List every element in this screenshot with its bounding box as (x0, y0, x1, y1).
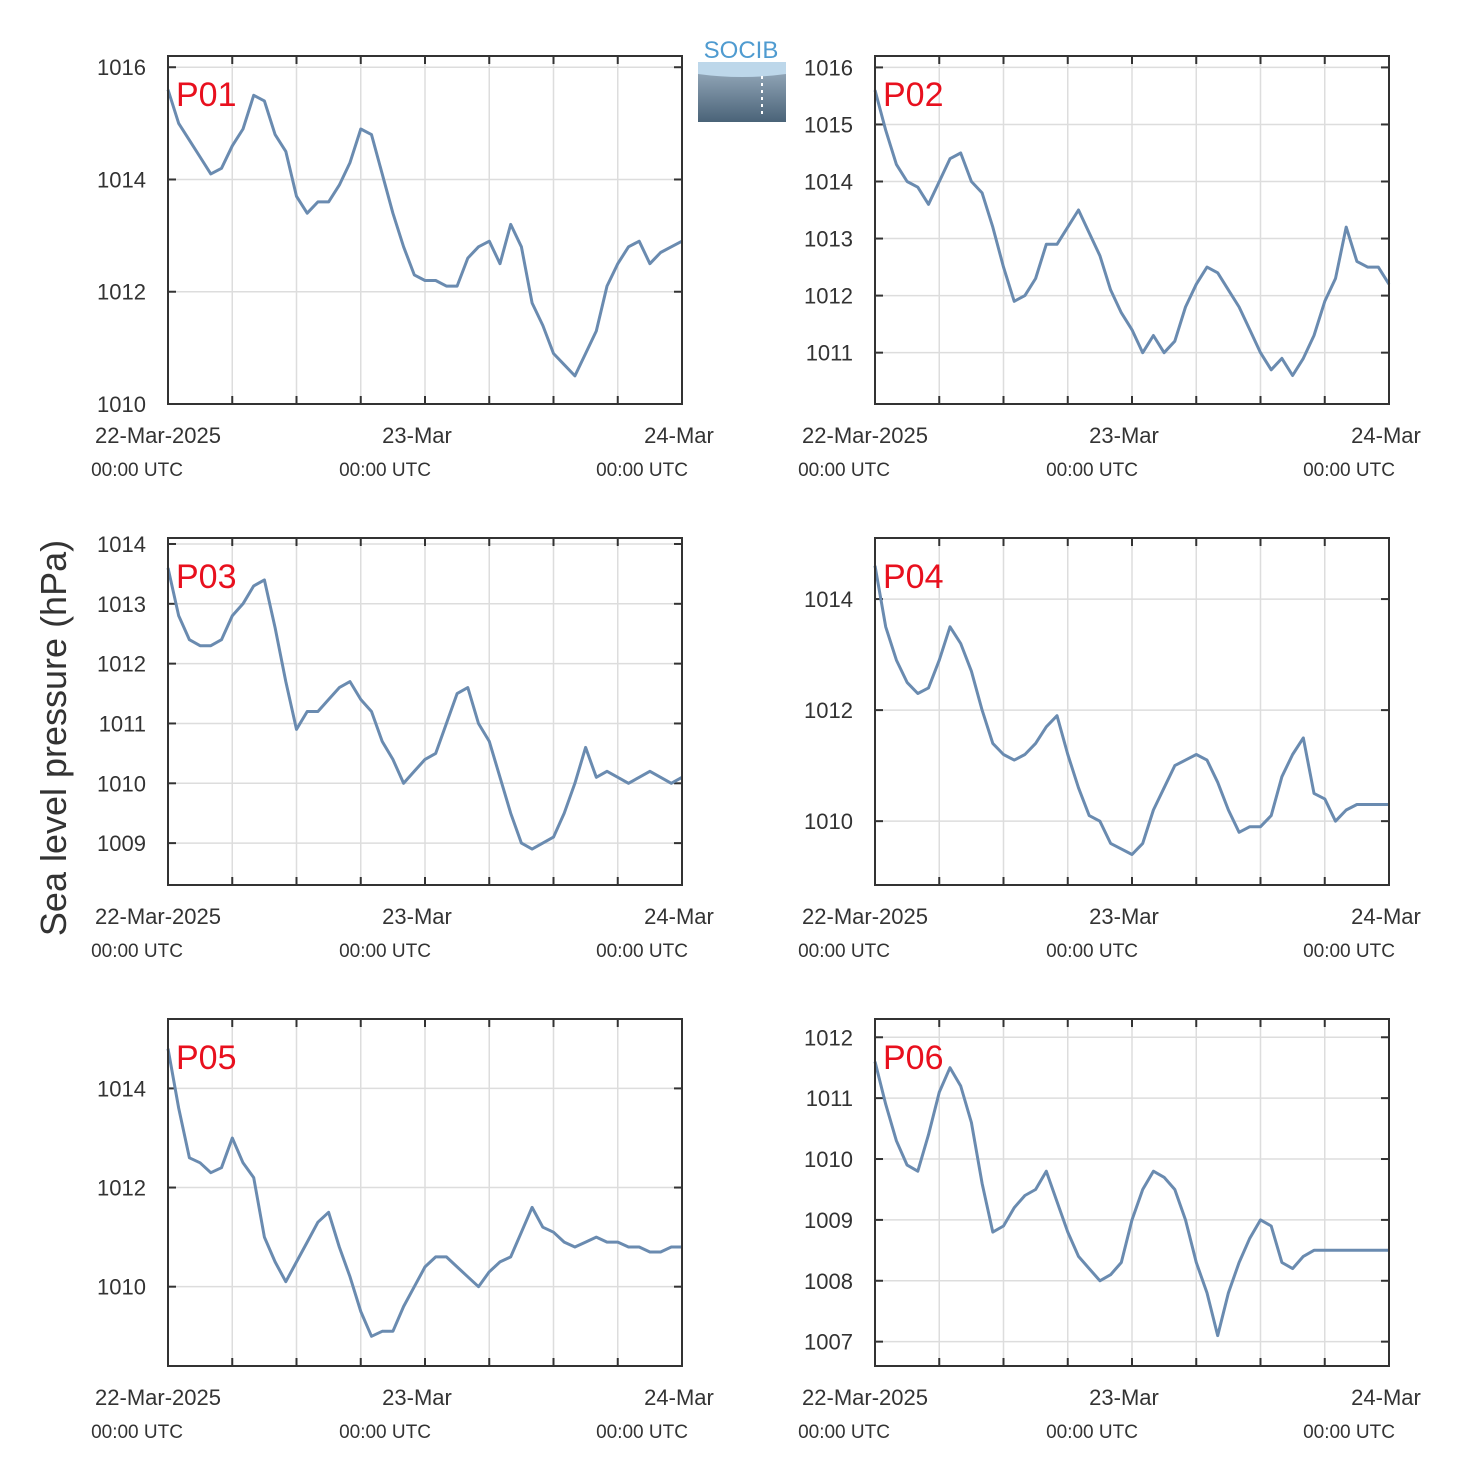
series-line-p06 (873, 1061, 1389, 1338)
x-tick-sublabel: 00:00 UTC (798, 941, 890, 962)
y-tick-label: 1011 (99, 711, 146, 736)
x-tick-sublabel: 00:00 UTC (1046, 1422, 1138, 1443)
y-tick-label: 1011 (806, 1086, 853, 1111)
x-tick-sublabel: 00:00 UTC (1046, 460, 1138, 481)
y-tick-label: 1008 (804, 1269, 853, 1294)
plot-frame (874, 1018, 1390, 1367)
series-line-p05 (166, 1048, 682, 1338)
y-tick-label: 1014 (804, 587, 853, 612)
y-tick-label: 1012 (804, 1025, 853, 1050)
y-tick-label: 1013 (804, 227, 853, 252)
y-tick-label: 1011 (806, 341, 853, 366)
panel-p03: 1009 1010 1011 1012 1013 1014 22-Mar-2025 00:00… (91, 532, 714, 962)
socib-logo: SOCIB (698, 37, 786, 122)
x-tick-label: 23-Mar (382, 423, 452, 448)
x-tick-sublabel: 00:00 UTC (1303, 941, 1395, 962)
x-tick-sublabel: 00:00 UTC (798, 1422, 890, 1443)
series-line-p01 (166, 89, 683, 378)
y-tick-label: 1009 (804, 1208, 853, 1233)
x-tick-label: 23-Mar (1089, 1385, 1159, 1410)
x-tick-label: 22-Mar-2025 (802, 423, 928, 448)
y-tick-label: 1010 (97, 1275, 146, 1300)
x-tick-sublabel: 00:00 UTC (1046, 941, 1138, 962)
y-tick-label: 1012 (97, 280, 146, 305)
panel-label: P05 (176, 1039, 237, 1077)
x-tick-label: 23-Mar (382, 904, 452, 929)
plot-frame (167, 55, 683, 405)
x-tick-sublabel: 00:00 UTC (91, 1422, 183, 1443)
series-line-p02 (873, 89, 1391, 377)
y-tick-label: 1010 (97, 771, 146, 796)
x-tick-label: 22-Mar-2025 (95, 423, 221, 448)
x-tick-sublabel: 00:00 UTC (91, 941, 183, 962)
y-tick-label: 1014 (97, 167, 146, 192)
x-tick-label: 24-Mar (644, 1385, 714, 1410)
panel-p06: 1007 1008 1009 1010 1011 1012 22-Mar-2025 00:00… (798, 1018, 1421, 1443)
y-tick-label: 1015 (804, 112, 853, 137)
x-tick-sublabel: 00:00 UTC (1303, 1422, 1395, 1443)
x-tick-sublabel: 00:00 UTC (339, 460, 431, 481)
y-tick-label: 1016 (97, 55, 146, 80)
x-tick-label: 23-Mar (382, 1385, 452, 1410)
y-tick-label: 1010 (804, 809, 853, 834)
series-line-p04 (873, 565, 1389, 856)
x-tick-label: 24-Mar (1351, 904, 1421, 929)
y-tick-label: 1012 (804, 698, 853, 723)
y-tick-label: 1014 (97, 532, 146, 557)
logo-text: SOCIB (704, 37, 779, 64)
x-tick-sublabel: 00:00 UTC (596, 1422, 688, 1443)
y-tick-label: 1007 (804, 1330, 853, 1355)
x-tick-label: 22-Mar-2025 (802, 904, 928, 929)
x-tick-label: 23-Mar (1089, 423, 1159, 448)
y-tick-label: 1012 (97, 652, 146, 677)
x-tick-sublabel: 00:00 UTC (339, 1422, 431, 1443)
plot-frame (167, 537, 683, 886)
y-tick-label: 1016 (804, 55, 853, 80)
x-tick-sublabel: 00:00 UTC (596, 941, 688, 962)
x-tick-label: 24-Mar (1351, 1385, 1421, 1410)
panel-p05: 1010 1012 1014 22-Mar-2025 00:00 UTC 23-Mar 00… (91, 1018, 714, 1443)
panel-p01: 1010 1012 1014 1016 22-Mar-2025 00:00 UTC 23-M… (91, 55, 714, 481)
y-axis-label: Sea level pressure (hPa) (33, 540, 74, 936)
x-tick-label: 22-Mar-2025 (802, 1385, 928, 1410)
series-line-p03 (166, 567, 683, 851)
panel-label: P04 (883, 558, 944, 596)
y-tick-label: 1013 (97, 592, 146, 617)
y-tick-label: 1010 (97, 392, 146, 417)
x-tick-sublabel: 00:00 UTC (1303, 460, 1395, 481)
plot-frame (874, 537, 1390, 886)
x-tick-sublabel: 00:00 UTC (798, 460, 890, 481)
plot-frame (874, 55, 1390, 405)
panel-p02: 1011 1012 1013 1014 1015 1016 22-Mar-2025 00:00… (798, 55, 1421, 481)
y-tick-label: 1014 (804, 170, 853, 195)
x-tick-label: 22-Mar-2025 (95, 904, 221, 929)
plot-frame (167, 1018, 683, 1367)
x-tick-label: 23-Mar (1089, 904, 1159, 929)
x-tick-label: 22-Mar-2025 (95, 1385, 221, 1410)
panel-p04: 1010 1012 1014 22-Mar-2025 00:00 UTC 23-Mar 00… (798, 537, 1421, 962)
x-tick-sublabel: 00:00 UTC (339, 941, 431, 962)
panel-label: P06 (883, 1039, 944, 1077)
y-tick-label: 1009 (97, 831, 146, 856)
x-tick-label: 24-Mar (1351, 423, 1421, 448)
panel-label: P03 (176, 558, 237, 596)
y-tick-label: 1012 (804, 284, 853, 309)
panel-label: P02 (883, 76, 944, 114)
x-tick-sublabel: 00:00 UTC (91, 460, 183, 481)
y-tick-label: 1014 (97, 1076, 146, 1101)
x-tick-label: 24-Mar (644, 423, 714, 448)
x-tick-sublabel: 00:00 UTC (596, 460, 688, 481)
x-tick-label: 24-Mar (644, 904, 714, 929)
panel-label: P01 (176, 76, 237, 114)
y-tick-label: 1010 (804, 1147, 853, 1172)
y-tick-label: 1012 (97, 1176, 146, 1201)
